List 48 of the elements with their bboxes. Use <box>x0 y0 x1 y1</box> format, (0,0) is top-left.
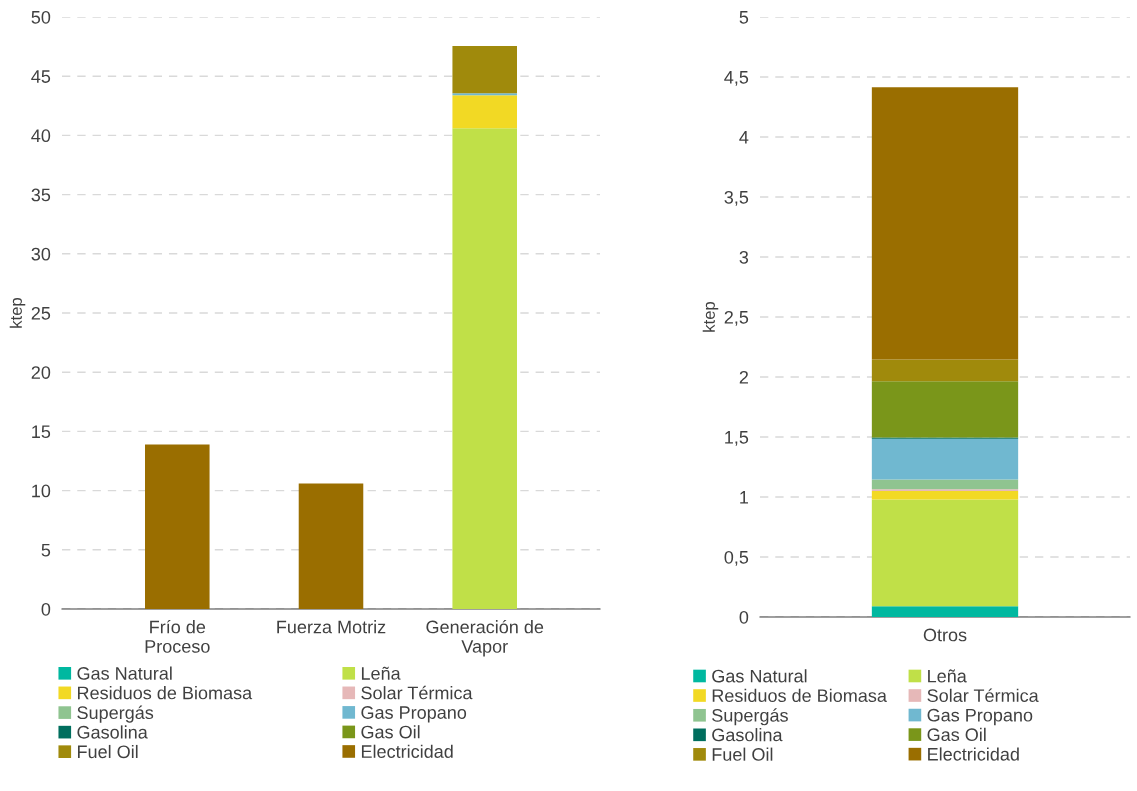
y-tick-label: 45 <box>31 70 51 83</box>
y-tick-label: 20 <box>31 366 51 379</box>
legend-label: Electricidad <box>361 744 453 758</box>
y-axis-title: ktep <box>702 301 719 332</box>
legend-label: Residuos de Biomasa <box>712 688 887 703</box>
y-tick-label: 1,5 <box>725 431 749 446</box>
y-tick-label: 40 <box>31 129 51 143</box>
legend-label: Leña <box>928 669 967 683</box>
y-tick-label: 10 <box>32 484 51 498</box>
legend-label: Fuel Oil <box>712 747 773 761</box>
legend-label: Leña <box>361 666 401 680</box>
legend-label: Supergás <box>712 708 788 726</box>
y-tick-label: 4,5 <box>724 71 749 86</box>
legend-label: Gas Propano <box>927 708 1033 726</box>
x-tick-label: Fuerza Motriz <box>277 620 386 634</box>
y-tick-label: 3,5 <box>724 190 749 206</box>
legend-label: Gasolina <box>77 725 148 739</box>
legend-label: Electricidad <box>928 747 1019 761</box>
legend-label: Gas Propano <box>361 706 467 723</box>
legend-label: Supergás <box>77 705 154 723</box>
y-tick-label: 4 <box>739 131 749 144</box>
legend-label: Fuel Oil <box>78 744 138 759</box>
y-tick-label: 50 <box>31 10 51 24</box>
y-tick-label: 25 <box>31 306 51 320</box>
y-axis-title: ktep <box>9 297 26 328</box>
legend-label: Solar Térmica <box>361 685 473 700</box>
y-tick-label: 5 <box>739 11 749 24</box>
legend-label: Gas Oil <box>927 727 986 742</box>
y-tick-label: 2 <box>739 370 748 384</box>
y-tick-label: 0 <box>41 602 51 616</box>
legend-label: Gas Natural <box>77 666 172 680</box>
y-tick-label: 5 <box>41 543 51 557</box>
y-tick-label: 2,5 <box>724 310 749 326</box>
legend-label: Gas Natural <box>712 669 807 683</box>
legend-label: Solar Térmica <box>927 688 1039 703</box>
y-tick-label: 35 <box>31 188 51 202</box>
x-tick-label: Otros <box>923 628 967 642</box>
y-tick-label: 0 <box>739 610 749 624</box>
y-tick-label: 15 <box>32 425 51 439</box>
x-tick-label: Generación de Vapor <box>426 619 544 657</box>
y-tick-label: 1 <box>740 491 749 504</box>
legend-label: Gas Oil <box>361 725 420 739</box>
legend-label: Residuos de Biomasa <box>78 686 253 700</box>
legend-label: Gasolina <box>712 728 783 742</box>
y-tick-label: 3 <box>739 250 749 264</box>
y-tick-label: 0,5 <box>724 550 749 566</box>
x-tick-label: Frío de Proceso <box>145 619 210 653</box>
y-tick-label: 30 <box>31 247 51 261</box>
